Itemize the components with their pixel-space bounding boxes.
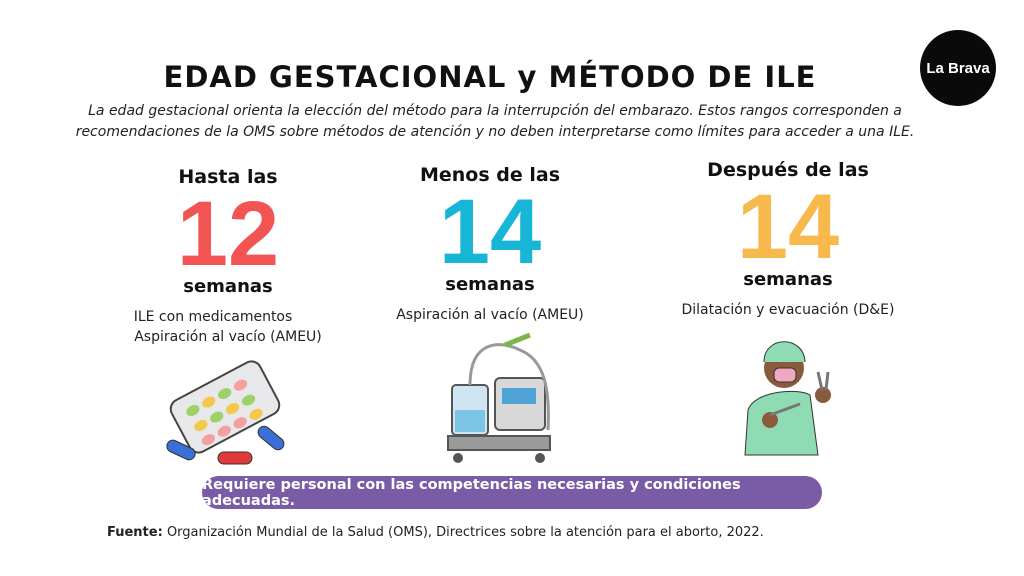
unit: semanas [183,276,273,297]
column: Hasta las 12 semanas ILE con medicamento… [98,166,358,347]
doctor-illustration [744,341,831,456]
subtitle-line: La edad gestacional orienta la elección … [88,103,902,119]
weeks-number: 14 [438,181,542,283]
methods: Dilatación y evacuación (D&E) [658,300,918,320]
prefix: Menos de las [419,164,561,186]
banner: Requiere personal con las competencias n… [202,476,822,509]
source-text: Organización Mundial de la Salud (OMS), … [166,525,764,540]
weeks-number: 14 [736,176,840,278]
title: EDAD GESTACIONAL y MÉTODO DE ILE [163,60,817,94]
weeks-number: 12 [176,183,280,285]
method: Aspiración al vacío (AMEU) [396,307,584,323]
method: ILE con medicamentos [133,309,293,325]
method: Aspiración al vacío (AMEU) [134,329,322,345]
source: Fuente: Organización Mundial de la Salud… [107,525,764,540]
column: Menos de las 14 semanas Aspiración al va… [360,164,620,325]
unit: semanas [743,269,833,290]
method: Dilatación y evacuación (D&E) [681,302,895,318]
prefix: Hasta las [178,166,278,188]
prefix: Después de las [707,159,869,181]
unit: semanas [445,274,535,295]
subtitle-line: recomendaciones de la OMS sobre métodos … [75,124,915,140]
aspiration-illustration [447,332,551,463]
methods: ILE con medicamentos Aspiración al vacío… [98,307,358,347]
source-label: Fuente: [107,525,163,540]
column: Después de las 14 semanas Dilatación y e… [658,159,918,320]
methods: Aspiración al vacío (AMEU) [360,305,620,325]
logo: La Brava [920,30,996,106]
pills-illustration [166,360,285,465]
